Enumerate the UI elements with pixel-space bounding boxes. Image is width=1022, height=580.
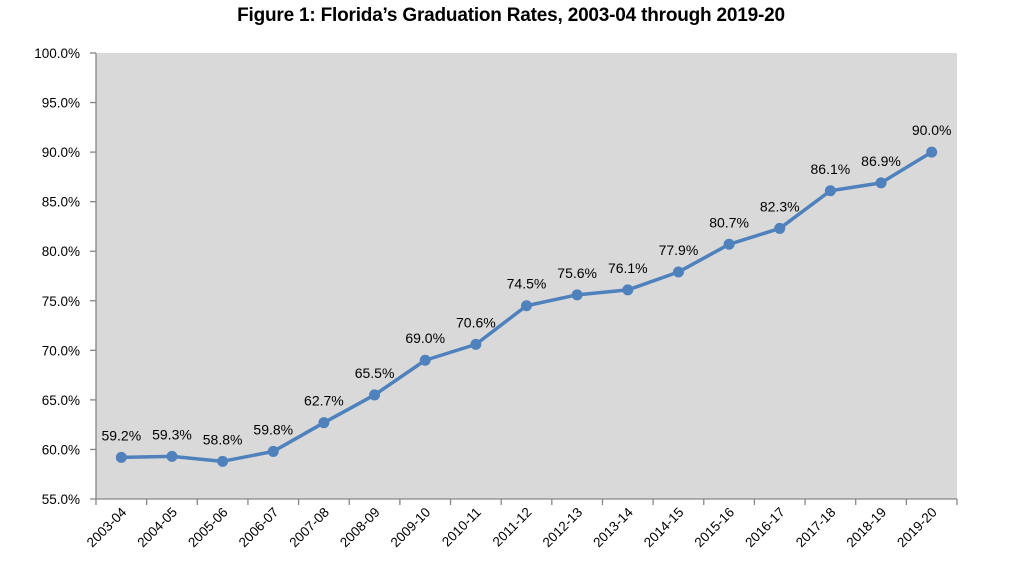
x-tick-label: 2014-15 xyxy=(641,505,687,551)
data-point xyxy=(672,266,684,278)
data-point xyxy=(875,177,887,189)
data-point xyxy=(723,238,735,250)
data-label: 69.0% xyxy=(405,330,445,346)
data-point xyxy=(115,451,127,463)
chart-title: Figure 1: Florida’s Graduation Rates, 20… xyxy=(237,5,785,26)
x-tick-label: 2008-09 xyxy=(337,505,383,551)
data-labels: 59.2% 59.3% 58.8% 59.8% 62.7% 65.5% 69.0% 70.6%… xyxy=(101,122,951,447)
x-tick-label: 2016-17 xyxy=(742,505,788,551)
data-point xyxy=(824,185,836,197)
data-label: 74.5% xyxy=(507,276,547,292)
plot-area xyxy=(96,53,957,499)
data-point xyxy=(774,222,786,234)
data-point xyxy=(926,146,938,158)
x-tick-label: 2004-05 xyxy=(134,505,180,551)
data-point xyxy=(419,354,431,366)
y-tick-label: 75.0% xyxy=(42,294,80,309)
data-label: 86.9% xyxy=(861,153,901,169)
data-label: 80.7% xyxy=(709,214,749,230)
x-tick-label: 2010-11 xyxy=(439,505,484,550)
x-tick-label: 2005-06 xyxy=(185,505,231,551)
data-point xyxy=(571,289,583,301)
data-point xyxy=(166,450,178,462)
y-tick-label: 70.0% xyxy=(42,343,80,358)
data-point xyxy=(267,445,279,457)
y-axis: 55.0% 60.0% 65.0% 70.0% 75.0% 80.0% 85.0% 90.0%… xyxy=(34,46,97,507)
data-point xyxy=(318,417,330,429)
series-graduation-rate xyxy=(115,146,938,467)
data-point xyxy=(521,300,532,312)
y-tick-label: 65.0% xyxy=(42,393,80,408)
x-tick-label: 2019-20 xyxy=(894,505,940,551)
data-label: 70.6% xyxy=(456,314,496,330)
x-tick-label: 2017-18 xyxy=(793,505,839,551)
y-tick-label: 85.0% xyxy=(42,195,80,210)
y-tick-label: 100.0% xyxy=(34,46,80,61)
data-label: 58.8% xyxy=(203,431,243,447)
data-label: 62.7% xyxy=(304,393,344,409)
x-tick-label: 2003-04 xyxy=(84,504,130,550)
x-tick-label: 2012-13 xyxy=(540,505,586,551)
data-point xyxy=(622,284,634,296)
data-label: 65.5% xyxy=(355,365,395,381)
data-label: 59.3% xyxy=(152,426,192,442)
y-tick-label: 90.0% xyxy=(42,145,80,160)
data-label: 59.8% xyxy=(253,421,293,437)
x-tick-label: 2013-14 xyxy=(590,504,636,550)
x-tick-label: 2007-08 xyxy=(286,505,332,551)
x-tick-label: 2018-19 xyxy=(844,505,890,551)
data-label: 90.0% xyxy=(912,122,952,138)
data-point xyxy=(369,389,381,401)
data-label: 76.1% xyxy=(608,260,648,276)
x-tick-label: 2011-12 xyxy=(490,505,535,550)
x-tick-label: 2006-07 xyxy=(236,505,282,551)
data-label: 59.2% xyxy=(101,427,141,443)
y-tick-label: 60.0% xyxy=(42,442,80,457)
y-tick-label: 95.0% xyxy=(42,96,80,111)
x-tick-label: 2009-10 xyxy=(388,505,434,551)
y-tick-label: 55.0% xyxy=(42,492,80,507)
data-point xyxy=(470,338,482,350)
y-tick-label: 80.0% xyxy=(42,244,80,259)
data-label: 75.6% xyxy=(557,265,597,281)
data-label: 86.1% xyxy=(811,161,851,177)
x-axis: 2003-04 2004-05 2005-06 2006-07 2007-08 2008-… xyxy=(84,498,958,551)
data-label: 82.3% xyxy=(760,198,800,214)
data-label: 77.9% xyxy=(659,242,699,258)
x-tick-label: 2015-16 xyxy=(692,505,738,551)
data-point xyxy=(217,455,229,467)
